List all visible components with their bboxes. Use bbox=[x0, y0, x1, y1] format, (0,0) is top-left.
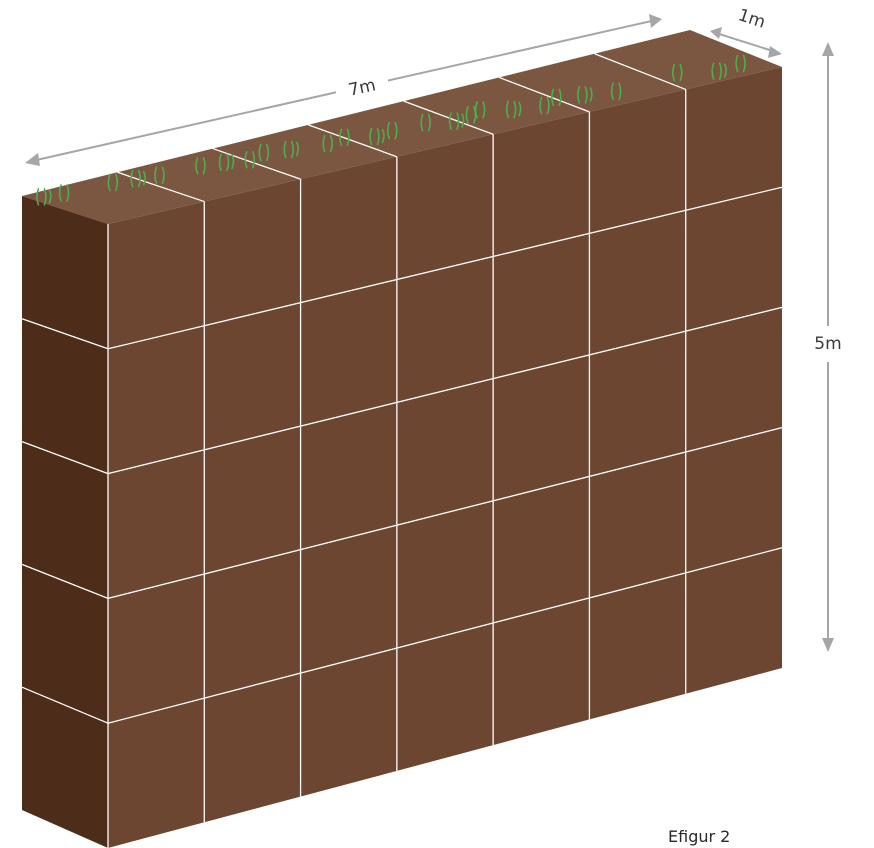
side-grid-line bbox=[21, 563, 109, 600]
grass-blade bbox=[226, 153, 230, 172]
grass-blade bbox=[577, 86, 581, 104]
grass-blade bbox=[718, 62, 722, 81]
top-grid-line bbox=[308, 124, 398, 158]
grass-blade bbox=[448, 112, 452, 130]
grass-blade bbox=[394, 121, 398, 140]
grass-blade bbox=[295, 141, 300, 157]
grid-row-line bbox=[107, 547, 783, 724]
grass-blade bbox=[66, 184, 70, 202]
grass-blade bbox=[551, 88, 555, 107]
grass-blade bbox=[265, 143, 270, 162]
grass-blade bbox=[711, 62, 715, 81]
wall-front-face bbox=[108, 67, 782, 848]
grass-blade bbox=[142, 170, 146, 186]
depth-label: 1m bbox=[736, 5, 768, 32]
grass-blade bbox=[251, 150, 256, 169]
grass-blade bbox=[258, 143, 262, 162]
grass-blade bbox=[283, 140, 287, 159]
top-grid-line bbox=[498, 76, 590, 113]
grass-blade bbox=[130, 169, 134, 188]
side-grid-line bbox=[21, 686, 109, 724]
grass-blade bbox=[539, 96, 543, 115]
grass-blade bbox=[584, 86, 588, 104]
grass-blade bbox=[518, 101, 522, 117]
grass-blade bbox=[322, 134, 326, 153]
grid-row-line bbox=[107, 426, 783, 600]
wall-side-face bbox=[22, 196, 108, 848]
grass-blade bbox=[43, 188, 47, 206]
grass-blade bbox=[723, 63, 727, 79]
grass-blade bbox=[369, 127, 373, 146]
grass-blade bbox=[137, 169, 141, 188]
grass-blade bbox=[381, 128, 385, 144]
grass-blade bbox=[202, 157, 206, 175]
grass-blade bbox=[231, 154, 235, 170]
grass-blade bbox=[107, 173, 111, 192]
figure-caption: Efigur 2 bbox=[668, 827, 730, 846]
grass-blade bbox=[339, 128, 343, 147]
top-grid-line bbox=[403, 100, 494, 135]
grass-tufts bbox=[36, 54, 746, 206]
grass-blade bbox=[465, 106, 469, 124]
top-grid-line bbox=[212, 147, 301, 180]
grass-blade bbox=[195, 157, 199, 175]
grass-blade bbox=[513, 100, 517, 119]
wall-top-face bbox=[22, 30, 782, 224]
grass-blade bbox=[679, 63, 683, 82]
grass-blade bbox=[329, 134, 333, 153]
grid-row-line bbox=[107, 306, 783, 475]
grass-blade bbox=[558, 88, 562, 107]
height-label: 5m bbox=[814, 334, 841, 354]
side-grid-line bbox=[21, 440, 109, 475]
top-grid-line bbox=[594, 53, 686, 91]
grass-blade bbox=[115, 173, 119, 192]
grass-blade bbox=[742, 54, 746, 73]
grass-blade bbox=[346, 128, 350, 147]
grass-blade bbox=[154, 166, 158, 185]
grass-blade bbox=[420, 113, 424, 132]
grass-blade bbox=[376, 127, 380, 146]
height-label-bg bbox=[808, 326, 848, 362]
grass-blade bbox=[474, 101, 478, 119]
grass-blade bbox=[161, 166, 165, 185]
grass-blade bbox=[244, 150, 248, 169]
grass-blade bbox=[671, 63, 676, 82]
side-grid-line bbox=[21, 318, 109, 350]
grass-blade bbox=[461, 113, 465, 128]
grass-blade bbox=[546, 96, 550, 115]
depth-dimension-arrow bbox=[710, 27, 782, 58]
grass-blade bbox=[48, 189, 52, 204]
grass-blade bbox=[505, 100, 509, 119]
grass-blade bbox=[618, 82, 622, 101]
grass-blade bbox=[735, 54, 739, 73]
grass-blade bbox=[290, 140, 295, 159]
grass-blade bbox=[589, 87, 593, 102]
grass-blade bbox=[427, 113, 431, 132]
grass-blade bbox=[482, 101, 486, 119]
grass-blade bbox=[456, 112, 460, 130]
grass-blade bbox=[36, 188, 40, 206]
grass-blade bbox=[218, 153, 222, 172]
grid-row-line bbox=[107, 186, 783, 350]
grass-blade bbox=[386, 121, 391, 140]
length-label-bg bbox=[336, 74, 388, 100]
grass-blade bbox=[58, 184, 62, 202]
grass-blade bbox=[610, 82, 614, 101]
